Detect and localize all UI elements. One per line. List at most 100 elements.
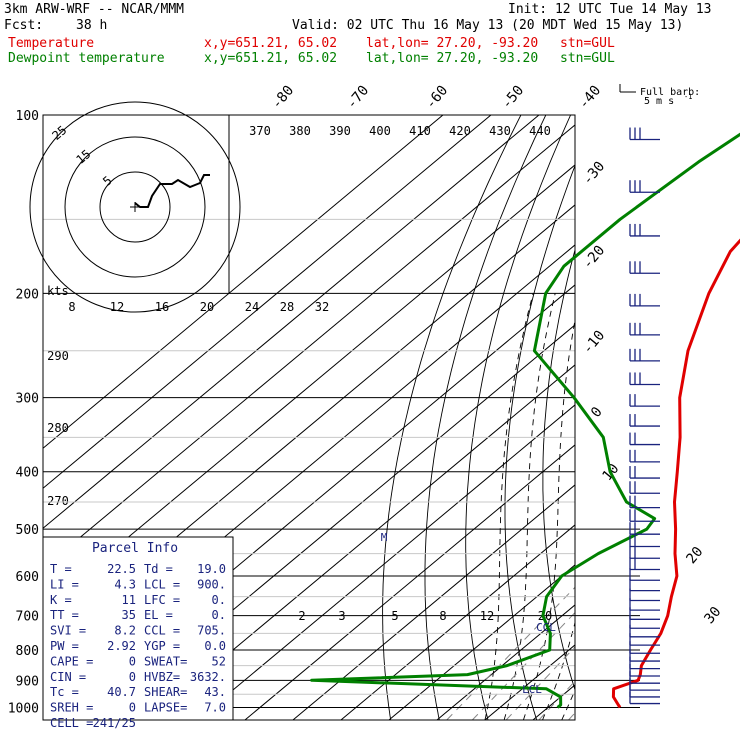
isotherm-label: -70 (344, 83, 373, 113)
parcel-row-value: 8.2 (114, 624, 136, 638)
dry-adiabat (682, 115, 740, 720)
dry-adiabat (542, 248, 575, 692)
mixing-ratio-label-upper: 28 (280, 300, 294, 314)
parcel-row-label: YGP = (144, 639, 180, 653)
wind-barb (629, 534, 660, 548)
theta-label: 410 (409, 124, 431, 138)
theta-label: 280 (47, 421, 69, 435)
parcel-row-label: PW = (50, 639, 79, 653)
isotherm-line (581, 115, 740, 720)
parcel-row-label: LI = (50, 577, 79, 591)
parcel-row-value: 0 (129, 654, 136, 668)
isotherm-label: 30 (701, 604, 724, 627)
dewpoint-legend-xy: x,y=651.21, 65.02 (204, 51, 338, 66)
isotherm-line (148, 364, 575, 720)
temperature-legend-name: Temperature (8, 36, 95, 51)
parcel-row-label: LCL = (144, 577, 180, 591)
parcel-row-value: 241/25 (93, 716, 136, 730)
wind-barb (629, 449, 660, 463)
isotherm-label: -40 (576, 83, 605, 113)
dewpoint-legend-latlon: lat,lon= 27.20, -93.20 (366, 51, 539, 66)
annotation-label: CCL (536, 621, 556, 634)
wind-barb (629, 546, 660, 559)
annotation-label: LCL (522, 683, 542, 696)
parcel-row-label: HVBZ= (144, 670, 180, 684)
isotherm-label: -80 (269, 83, 298, 113)
theta-label: 420 (449, 124, 471, 138)
annotations: M CCL LCL (381, 531, 557, 696)
parcel-row-value: 705. (197, 624, 226, 638)
parcel-row-value: 7.0 (204, 701, 226, 715)
wind-barb (629, 607, 660, 620)
hodograph-ring-label: 25 (49, 123, 69, 143)
isotherm-line (388, 564, 575, 720)
parcel-row-value: 0. (212, 593, 226, 607)
moist-adiabat (639, 293, 740, 720)
parcel-row-value: 52 (212, 654, 226, 668)
parcel-row-label: CIN = (50, 670, 86, 684)
parcel-row-label: LAPSE= (144, 701, 187, 715)
isotherm-line (244, 444, 575, 720)
parcel-row-value: 900. (197, 577, 226, 591)
theta-label: 380 (289, 124, 311, 138)
parcel-info-panel: Parcel Info T = 22.5 Td = 19.0 LI = 4.3 LCL = 90… (42, 536, 234, 730)
moist-adiabat (619, 293, 740, 720)
theta-label: 390 (329, 124, 351, 138)
hodograph-ring-label: 5 (100, 173, 115, 188)
parcel-row-value: 11 (122, 593, 136, 607)
moist-adiabat (658, 293, 740, 720)
barb-legend-value: 5 m s (644, 96, 674, 107)
moist-adiabat (503, 293, 556, 720)
parcel-row-value: 2.92 (107, 639, 136, 653)
moist-adiabat (600, 293, 735, 720)
parcel-row-label: TT = (50, 608, 79, 622)
annotation-label: M (381, 531, 388, 544)
isotherm-label: 20 (683, 544, 706, 567)
wind-barb (629, 432, 660, 446)
dewpoint-trace (310, 132, 740, 709)
model-title: 3km ARW-WRF -- NCAR/MMM (4, 2, 185, 17)
parcel-row-label: SWEAT= (144, 654, 187, 668)
isotherm-line (43, 115, 492, 489)
parcel-row-value: 0 (129, 701, 136, 715)
parcel-row-label: K = (50, 593, 72, 607)
isotherm-label: -50 (499, 83, 528, 113)
wind-barb (629, 180, 660, 193)
parcel-row-label: SHEAR= (144, 685, 187, 699)
dry-adiabat (504, 164, 575, 720)
mixing-ratio-label-upper: 12 (110, 300, 124, 314)
parcel-row-label: CAPE = (50, 654, 93, 668)
mixing-ratio-label-upper: 20 (200, 300, 214, 314)
isotherm-label: -60 (423, 83, 452, 113)
isotherm-line (677, 115, 740, 720)
temperature-legend-xy: x,y=651.21, 65.02 (204, 36, 338, 51)
wind-barb (629, 348, 660, 362)
theta-label: 400 (369, 124, 391, 138)
pressure-tick-label: 700 (16, 610, 39, 625)
isotherm-line (629, 115, 740, 720)
parcel-row-label: CCL = (144, 624, 180, 638)
parcel-row-value: 35 (122, 608, 136, 622)
pressure-tick-label: 100 (16, 109, 39, 124)
isotherm-label: -10 (580, 328, 609, 358)
parcel-row-value: 22.5 (107, 562, 136, 576)
isotherm-line (43, 115, 540, 529)
isotherm-line (484, 644, 575, 720)
plot-frame (42, 114, 576, 721)
parcel-row-value: 0 (129, 670, 136, 684)
pressure-tick-label: 800 (16, 644, 39, 659)
isotherm-label: -30 (580, 159, 609, 189)
wind-barb (629, 568, 660, 581)
wind-barb (629, 466, 660, 479)
parcel-row-label: SREH = (50, 701, 93, 715)
hodograph-trace (134, 174, 210, 208)
parcel-row-label: Td = (144, 562, 173, 576)
isotherm-line (43, 115, 444, 449)
mixing-ratio-line (568, 712, 575, 720)
wind-barb (629, 414, 660, 427)
isotherm-line (196, 404, 575, 720)
parcel-row-label: CELL = (50, 716, 93, 730)
moist-adiabat (484, 293, 534, 720)
pressure-tick-label: 400 (16, 466, 39, 481)
